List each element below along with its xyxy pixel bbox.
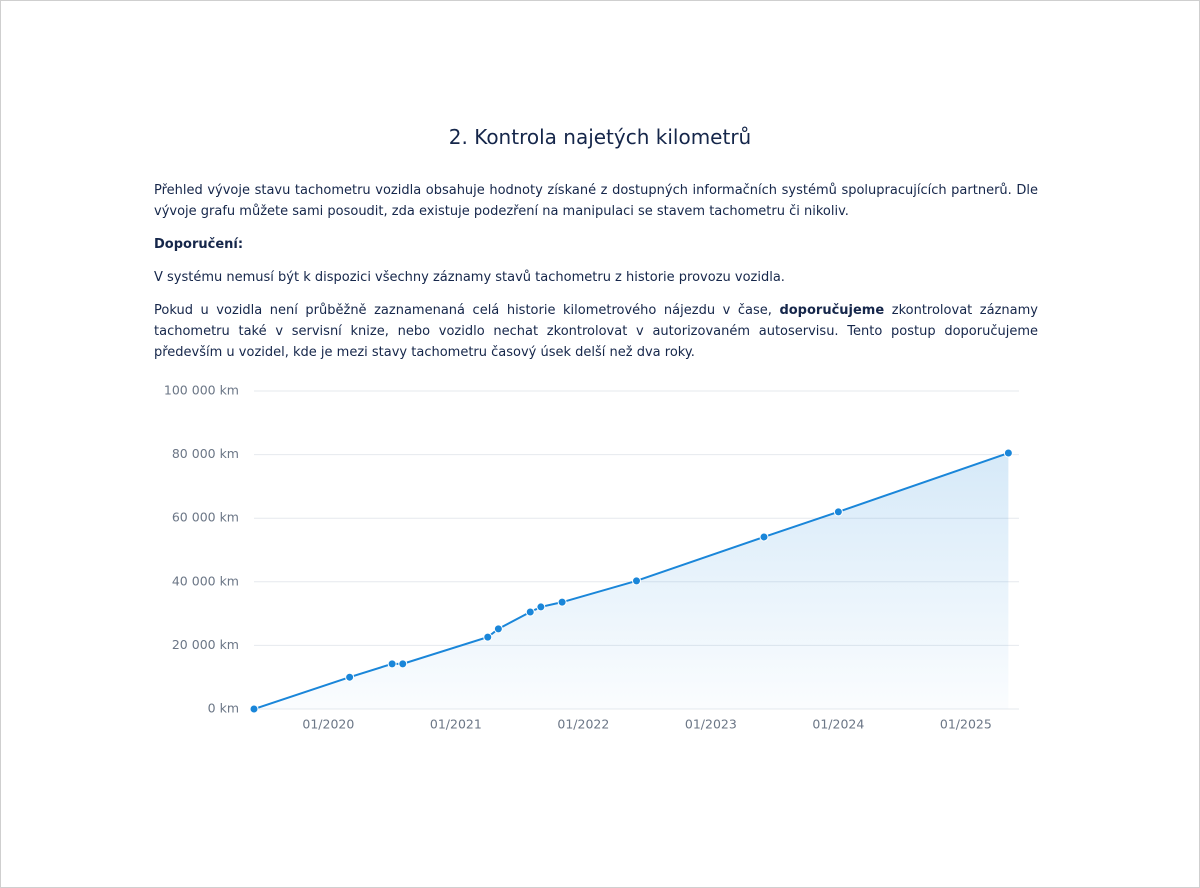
x-tick-label: 01/2022 <box>557 717 609 732</box>
heading: 2. Kontrola najetých kilometrů <box>448 125 752 149</box>
x-tick-label: 01/2024 <box>812 717 864 732</box>
text-block: Přehled vývoje stavu tachometru vozidla … <box>154 180 1038 375</box>
text: Přehled vývoje stavu tachometru vozidla … <box>154 183 1038 219</box>
data-point <box>345 672 355 682</box>
y-tick-label: 60 000 km <box>172 510 239 525</box>
data-point <box>398 659 408 669</box>
text: V systému nemusí být k dispozici všechny… <box>154 270 785 285</box>
x-tick-label: 01/2021 <box>430 717 482 732</box>
y-tick-label: 100 000 km <box>164 383 239 398</box>
data-point <box>833 507 843 517</box>
data-point <box>557 597 567 607</box>
text: Pokud u vozidla není průběžně zaznamenan… <box>154 303 780 318</box>
x-tick-label: 01/2025 <box>940 717 992 732</box>
x-tick-label: 01/2020 <box>302 717 354 732</box>
paragraph: Pokud u vozidla není průběžně zaznamenan… <box>154 300 1038 363</box>
data-point <box>249 704 259 714</box>
data-point <box>759 532 769 542</box>
data-point <box>387 659 397 669</box>
bold-text: doporučujeme <box>779 303 885 318</box>
paragraph: V systému nemusí být k dispozici všechny… <box>154 267 1038 288</box>
x-tick-label: 01/2023 <box>685 717 737 732</box>
paragraph: Přehled vývoje stavu tachometru vozidla … <box>154 180 1038 222</box>
paragraph: Doporučení: <box>154 234 1038 255</box>
text: zkontrolovat záznamy tachometru také v s… <box>154 303 1038 360</box>
data-point <box>493 624 503 634</box>
data-point <box>483 632 493 642</box>
y-tick-label: 0 km <box>208 701 239 716</box>
data-point <box>1003 448 1013 458</box>
data-point <box>525 607 535 617</box>
bold-text: Doporučení: <box>154 237 244 252</box>
y-tick-label: 20 000 km <box>172 637 239 652</box>
area-fill <box>254 453 1009 709</box>
data-point <box>536 602 546 612</box>
y-tick-label: 40 000 km <box>172 573 239 588</box>
y-tick-label: 80 000 km <box>172 446 239 461</box>
data-point <box>632 576 641 586</box>
